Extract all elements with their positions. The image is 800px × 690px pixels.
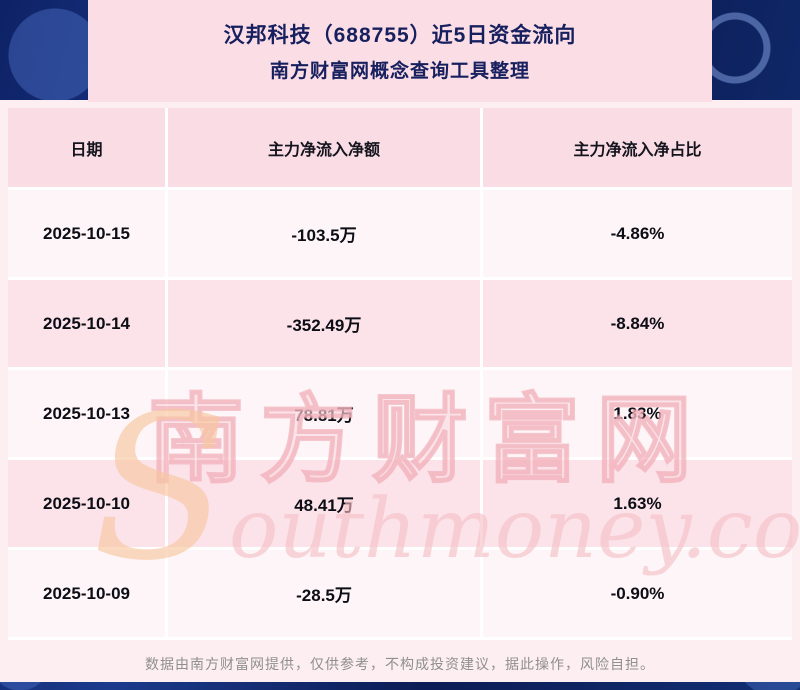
table-row: 2025-10-14 -352.49万 -8.84% [8, 280, 792, 370]
fund-flow-table: 日期 主力净流入净额 主力净流入净占比 2025-10-15 -103.5万 -… [8, 108, 792, 640]
cell-date: 2025-10-14 [43, 313, 130, 333]
cell-date: 2025-10-09 [43, 583, 130, 603]
col-header-net-inflow-pct: 主力净流入净占比 [480, 108, 792, 187]
cell-net-inflow-pct: 1.63% [480, 460, 792, 547]
footer-disclaimer: 数据由南方财富网提供，仅供参考，不构成投资建议，据此操作，风险自担。 [145, 656, 655, 672]
table-row: 2025-10-10 48.41万 1.63% [8, 460, 792, 550]
cell-net-inflow: -28.5万 [165, 550, 480, 637]
cell-date: 2025-10-13 [43, 403, 130, 423]
table-row: 2025-10-15 -103.5万 -4.86% [8, 190, 792, 280]
table-row: 2025-10-09 -28.5万 -0.90% [8, 550, 792, 640]
cell-net-inflow: 78.81万 [165, 370, 480, 457]
cell-net-inflow: -103.5万 [165, 190, 480, 277]
cell-net-inflow-pct: -4.86% [480, 190, 792, 277]
cell-net-inflow: -352.49万 [165, 280, 480, 367]
cell-date: 2025-10-15 [43, 223, 130, 243]
page-subtitle: 南方财富网概念查询工具整理 [269, 61, 530, 82]
page-title: 汉邦科技（688755）近5日资金流向 [223, 24, 577, 47]
cell-net-inflow: 48.41万 [165, 460, 480, 547]
col-header-date: 日期 [70, 141, 103, 159]
table-header-row: 日期 主力净流入净额 主力净流入净占比 [8, 108, 792, 190]
col-header-net-inflow: 主力净流入净额 [165, 108, 480, 187]
table-row: 2025-10-13 78.81万 1.83% [8, 370, 792, 460]
cell-net-inflow-pct: 1.83% [480, 370, 792, 457]
cell-date: 2025-10-10 [43, 493, 130, 513]
cell-net-inflow-pct: -0.90% [480, 550, 792, 637]
cell-net-inflow-pct: -8.84% [480, 280, 792, 367]
title-panel: 汉邦科技（688755）近5日资金流向 南方财富网概念查询工具整理 [88, 0, 712, 102]
